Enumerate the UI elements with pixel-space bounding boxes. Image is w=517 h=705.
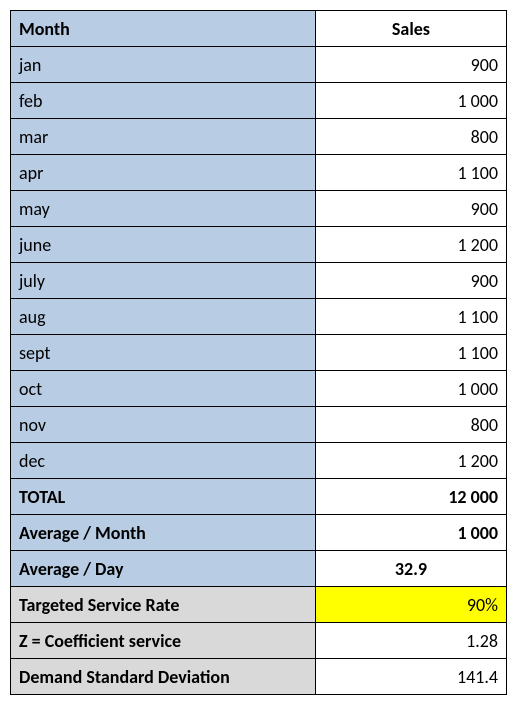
month-cell: apr	[11, 155, 316, 191]
sales-cell: 900	[315, 263, 506, 299]
sales-cell: 1 200	[315, 227, 506, 263]
table-row: jan 900	[11, 47, 507, 83]
avg-month-row: Average / Month 1 000	[11, 515, 507, 551]
z-coeff-value: 1.28	[315, 623, 506, 659]
month-cell: nov	[11, 407, 316, 443]
avg-month-label: Average / Month	[11, 515, 316, 551]
avg-day-row: Average / Day 32.9	[11, 551, 507, 587]
std-dev-value: 141.4	[315, 659, 506, 695]
service-rate-row: Targeted Service Rate 90%	[11, 587, 507, 623]
sales-cell: 1 000	[315, 83, 506, 119]
service-rate-value: 90%	[315, 587, 506, 623]
sales-cell: 1 100	[315, 335, 506, 371]
std-dev-row: Demand Standard Deviation 141.4	[11, 659, 507, 695]
sales-table: Month Sales jan 900 feb 1 000 mar 800 ap…	[10, 10, 507, 695]
avg-day-label: Average / Day	[11, 551, 316, 587]
header-sales: Sales	[315, 11, 506, 47]
table-row: may 900	[11, 191, 507, 227]
total-row: TOTAL 12 000	[11, 479, 507, 515]
header-month: Month	[11, 11, 316, 47]
sales-cell: 1 000	[315, 371, 506, 407]
month-cell: aug	[11, 299, 316, 335]
service-rate-label: Targeted Service Rate	[11, 587, 316, 623]
month-cell: may	[11, 191, 316, 227]
month-cell: oct	[11, 371, 316, 407]
total-label: TOTAL	[11, 479, 316, 515]
table-row: july 900	[11, 263, 507, 299]
avg-day-value: 32.9	[315, 551, 506, 587]
month-cell: mar	[11, 119, 316, 155]
sales-cell: 900	[315, 47, 506, 83]
month-cell: june	[11, 227, 316, 263]
table-row: nov 800	[11, 407, 507, 443]
table-row: june 1 200	[11, 227, 507, 263]
table-row: feb 1 000	[11, 83, 507, 119]
sales-cell: 800	[315, 407, 506, 443]
std-dev-label: Demand Standard Deviation	[11, 659, 316, 695]
sales-cell: 900	[315, 191, 506, 227]
total-value: 12 000	[315, 479, 506, 515]
avg-month-value: 1 000	[315, 515, 506, 551]
month-cell: sept	[11, 335, 316, 371]
sales-cell: 1 200	[315, 443, 506, 479]
month-cell: dec	[11, 443, 316, 479]
table-row: dec 1 200	[11, 443, 507, 479]
table-row: aug 1 100	[11, 299, 507, 335]
z-coeff-row: Z = Coefficient service 1.28	[11, 623, 507, 659]
table-row: sept 1 100	[11, 335, 507, 371]
month-cell: july	[11, 263, 316, 299]
z-coeff-label: Z = Coefficient service	[11, 623, 316, 659]
sales-cell: 1 100	[315, 155, 506, 191]
sales-cell: 1 100	[315, 299, 506, 335]
header-row: Month Sales	[11, 11, 507, 47]
sales-cell: 800	[315, 119, 506, 155]
table-row: oct 1 000	[11, 371, 507, 407]
table-row: apr 1 100	[11, 155, 507, 191]
table-row: mar 800	[11, 119, 507, 155]
month-cell: jan	[11, 47, 316, 83]
month-cell: feb	[11, 83, 316, 119]
